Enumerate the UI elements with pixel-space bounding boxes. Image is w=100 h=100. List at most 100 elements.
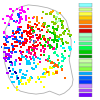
- Point: [28, 60, 29, 62]
- Point: [12, 10, 14, 12]
- Point: [8, 53, 10, 55]
- Point: [28, 52, 30, 54]
- Point: [47, 71, 48, 73]
- Point: [21, 56, 23, 57]
- Point: [23, 44, 24, 45]
- Point: [65, 41, 67, 43]
- Point: [31, 47, 33, 49]
- Point: [54, 32, 56, 34]
- Point: [38, 22, 39, 24]
- Point: [32, 17, 34, 19]
- Point: [21, 7, 23, 8]
- Point: [40, 36, 41, 37]
- Point: [18, 83, 20, 85]
- Point: [69, 35, 71, 37]
- Point: [67, 42, 68, 44]
- Point: [60, 38, 61, 40]
- Point: [56, 54, 58, 56]
- Point: [45, 59, 47, 61]
- Point: [26, 50, 28, 51]
- Point: [56, 71, 57, 72]
- Point: [45, 42, 47, 43]
- Point: [12, 30, 14, 32]
- Point: [51, 46, 52, 47]
- Point: [62, 20, 64, 22]
- Point: [62, 42, 64, 44]
- Point: [32, 36, 34, 38]
- Point: [49, 48, 51, 49]
- Point: [24, 12, 25, 13]
- Point: [45, 72, 47, 74]
- Point: [33, 48, 34, 50]
- Point: [63, 31, 64, 33]
- Point: [33, 30, 34, 32]
- Point: [30, 46, 32, 47]
- Point: [48, 56, 50, 57]
- Point: [2, 18, 4, 20]
- Point: [4, 57, 5, 59]
- Point: [62, 28, 63, 29]
- Point: [23, 42, 24, 43]
- Bar: [79, 33, 92, 37]
- Point: [63, 33, 64, 35]
- Point: [25, 74, 26, 76]
- Point: [24, 11, 25, 12]
- Point: [35, 26, 36, 28]
- Point: [47, 40, 49, 41]
- Point: [56, 36, 57, 37]
- Point: [47, 39, 49, 41]
- Point: [23, 10, 24, 12]
- Point: [46, 13, 47, 15]
- Point: [15, 60, 17, 61]
- Point: [49, 44, 50, 46]
- Point: [15, 52, 16, 53]
- Point: [61, 38, 62, 40]
- Point: [53, 66, 55, 67]
- Point: [28, 81, 29, 82]
- Point: [21, 9, 22, 10]
- Point: [23, 30, 25, 32]
- Bar: [79, 20, 92, 24]
- Point: [16, 89, 17, 91]
- Point: [58, 38, 60, 40]
- Point: [55, 22, 56, 23]
- Point: [63, 47, 64, 48]
- Point: [25, 58, 27, 60]
- Point: [34, 45, 36, 47]
- Point: [33, 16, 35, 18]
- Point: [33, 50, 35, 52]
- Point: [42, 23, 44, 25]
- Point: [41, 77, 42, 78]
- Point: [32, 30, 33, 31]
- Point: [57, 64, 59, 66]
- Point: [62, 69, 63, 70]
- Point: [7, 87, 9, 89]
- Point: [25, 83, 27, 84]
- Point: [13, 33, 15, 35]
- Point: [33, 42, 35, 44]
- Point: [70, 48, 72, 50]
- Point: [62, 43, 63, 45]
- Point: [47, 45, 49, 47]
- Point: [38, 28, 39, 30]
- Point: [13, 48, 14, 50]
- Point: [18, 16, 20, 18]
- Point: [49, 37, 51, 39]
- Point: [4, 22, 6, 24]
- Point: [55, 20, 57, 22]
- Point: [9, 36, 10, 38]
- Point: [26, 61, 28, 62]
- Point: [58, 37, 60, 38]
- Point: [15, 38, 16, 40]
- Point: [52, 39, 54, 40]
- Point: [26, 70, 28, 71]
- Point: [35, 23, 36, 24]
- Point: [8, 58, 9, 59]
- Point: [15, 21, 17, 23]
- Point: [34, 47, 35, 49]
- Point: [25, 38, 26, 40]
- Point: [31, 26, 32, 28]
- Point: [38, 37, 40, 38]
- Point: [54, 52, 55, 54]
- Point: [42, 24, 44, 25]
